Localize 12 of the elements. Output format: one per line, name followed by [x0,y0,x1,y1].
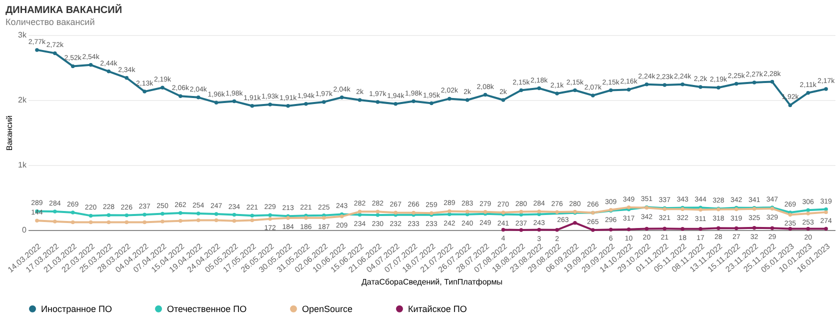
x-axis-title: ДатаСбораСведений, ТипПлатформы [362,277,503,286]
chart-subtitle: Количество вакансий [6,17,95,27]
y-axis-title: Вакансий [5,115,14,151]
y-tick-label: 1k [18,160,28,170]
y-tick-label: 3k [18,30,28,40]
legend-label: Иностранное ПО [41,304,112,314]
chart-title: ДИНАМИКА ВАКАНСИЙ [6,3,122,16]
y-tick-label: 0 [22,226,28,234]
legend-label: Китайское ПО [408,304,467,314]
legend-label: Отечественное ПО [167,304,247,314]
y-tick-label: 2k [18,96,28,104]
legend-label: OpenSource [302,304,353,314]
